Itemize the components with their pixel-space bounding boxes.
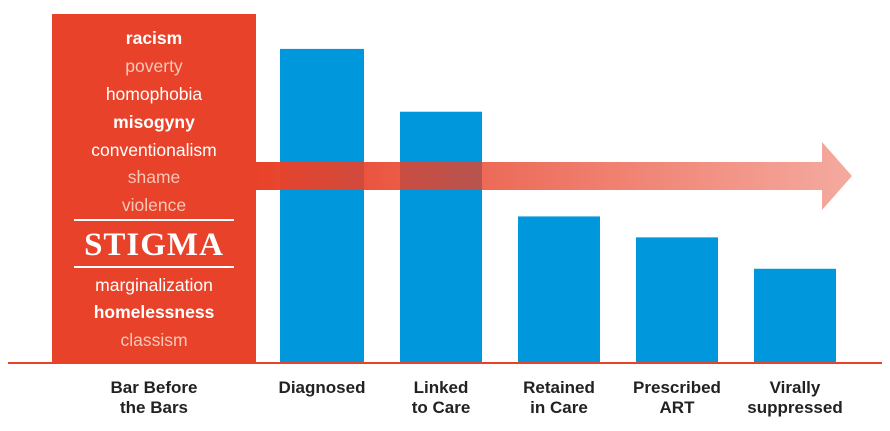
- category-label-virally-suppressed: Virally suppressed: [747, 378, 843, 417]
- category-label-linked-to-care: Linked to Care: [411, 378, 471, 417]
- progress-arrow: [256, 142, 852, 210]
- stigma-rule-top: [74, 219, 234, 221]
- bar-retained-in-care: [518, 216, 600, 363]
- bar-virally-suppressed: [754, 268, 836, 363]
- bar-prescribed-art: [636, 237, 718, 363]
- stigma-word-shame: shame: [127, 167, 181, 187]
- stigma-word-homophobia: homophobia: [105, 84, 203, 104]
- category-label-diagnosed: Diagnosed: [278, 378, 366, 397]
- bar-bar-before-the-bars: [52, 14, 256, 363]
- bar-diagnosed: [280, 48, 364, 364]
- category-label-retained-in-care: Retained in Care: [523, 378, 595, 417]
- stigma-word-violence: violence: [121, 195, 187, 215]
- stigma-rule-bottom: [74, 266, 234, 268]
- stigma-word-poverty: poverty: [125, 56, 183, 76]
- stigma-word-marginalization: marginalization: [95, 275, 213, 295]
- bars-layer: [52, 14, 836, 364]
- bar-linked-to-care: [400, 111, 482, 363]
- stigma-word-homelessness: homelessness: [93, 302, 215, 322]
- stigma-word-conventionalism: conventionalism: [91, 140, 217, 160]
- stigma-word-stigma: STIGMA: [84, 227, 224, 263]
- stigma-word-racism: racism: [125, 28, 183, 48]
- arrow-layer: [256, 142, 852, 210]
- stigma-word-classism: classism: [120, 330, 188, 350]
- stigma-bar-panel: racism poverty homophobia misogyny conventio…: [52, 14, 256, 364]
- category-label-bar-before-the-bars: Bar Before the Bars: [110, 378, 198, 417]
- stigma-word-misogyny: misogyny: [113, 112, 195, 132]
- category-label-prescribed-art: Prescribed ART: [633, 378, 721, 417]
